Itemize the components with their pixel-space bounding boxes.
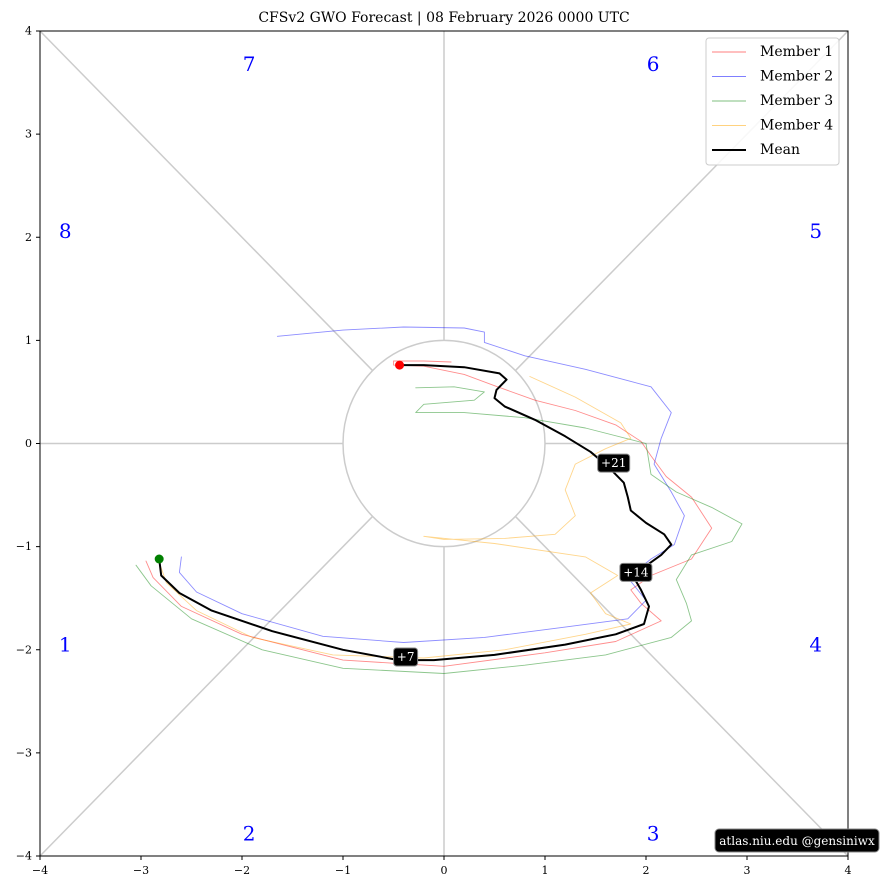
phase-label: 4: [809, 633, 822, 657]
credit-text: atlas.niu.edu @gensiniwx: [719, 834, 875, 848]
day-label: +7: [397, 650, 415, 664]
legend: Member 1 Member 2 Member 3 Member 4 Mean: [705, 37, 840, 166]
legend-label: Mean: [760, 142, 800, 158]
credit-badge: atlas.niu.edu @gensiniwx: [714, 828, 880, 853]
mean-line: [158, 364, 673, 662]
phase-label: 8: [59, 219, 72, 243]
legend-label: Member 3: [760, 93, 833, 109]
y-tick-label: −3: [16, 746, 32, 759]
member-line: [178, 326, 685, 643]
y-tick-label: 2: [25, 231, 32, 244]
end-marker: [154, 554, 164, 564]
member-line: [158, 376, 632, 659]
diagonal-line-lower-right: [514, 515, 849, 857]
legend-label: Member 1: [760, 44, 833, 60]
phase-guide-lines: [39, 30, 849, 857]
phase-labels: 1 2 3 4 5 6 7 8: [59, 52, 822, 845]
x-tick-label: 3: [744, 864, 751, 877]
chart-title: CFSv2 GWO Forecast | 08 February 2026 00…: [258, 10, 629, 26]
legend-label: Member 4: [760, 118, 833, 134]
legend-box: [705, 37, 840, 166]
y-tick-label: −2: [16, 643, 32, 656]
trajectory-markers: [154, 360, 405, 564]
axis-ticks: −4 −3 −2 −1 0 1 2 3 4 −4 −3 −2 −1 0 1 2 3 4: [16, 25, 852, 878]
x-tick-label: 2: [643, 864, 650, 877]
x-tick-label: 1: [542, 864, 549, 877]
diagonal-line-lower-left: [39, 515, 374, 857]
x-tick-label: −2: [234, 864, 250, 877]
phase-label: 3: [647, 821, 660, 845]
x-tick-label: −4: [32, 864, 48, 877]
day-label-box: [597, 453, 631, 473]
y-tick-label: 1: [25, 334, 32, 347]
start-marker: [395, 360, 405, 370]
x-tick-label: 0: [441, 864, 448, 877]
x-tick-label: 4: [845, 864, 852, 877]
diagonal-line-upper-left: [39, 30, 374, 372]
day-label: +21: [601, 456, 626, 470]
phase-label: 7: [243, 52, 256, 76]
y-tick-label: 4: [25, 25, 32, 38]
x-tick-label: −3: [133, 864, 149, 877]
credit-box: [714, 828, 880, 853]
phase-label: 6: [647, 52, 660, 76]
y-tick-label: −1: [16, 540, 32, 553]
day-label-box: [393, 647, 419, 667]
phase-label: 1: [59, 633, 72, 657]
day-label-box: [619, 562, 653, 582]
member-line: [135, 386, 743, 674]
y-tick-label: 3: [25, 128, 32, 141]
legend-label: Member 2: [760, 69, 833, 85]
y-tick-label: 0: [25, 437, 32, 450]
phase-label: 2: [243, 821, 256, 845]
x-tick-label: −1: [335, 864, 351, 877]
phase-label: 5: [809, 219, 822, 243]
day-label: +14: [623, 565, 649, 579]
unit-circle: [342, 339, 546, 548]
y-tick-label: −4: [16, 850, 32, 863]
forecast-day-labels: +7 +14 +21: [393, 453, 653, 667]
